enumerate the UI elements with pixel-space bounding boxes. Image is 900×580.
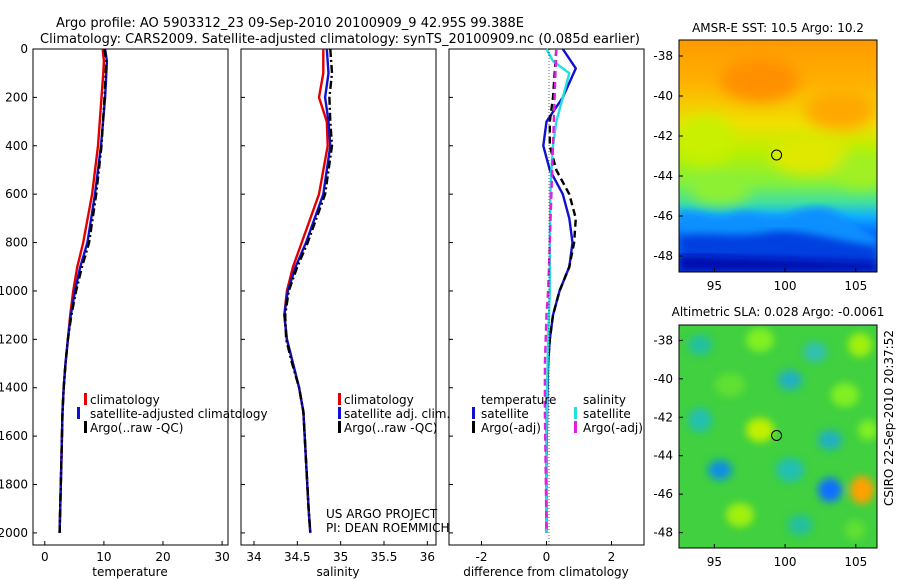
axes-ticks: 0 10 20 30020040060080010001200140016001800…: [0, 42, 615, 564]
map-y-tick-label: -48: [653, 249, 673, 263]
y-tick-label: 1400: [0, 381, 28, 395]
map-y-tick-label: -48: [653, 526, 673, 540]
satellite-adj-clim--line: [283, 48, 332, 533]
x-tick-label: 34: [246, 550, 261, 564]
temperature-axes: [32, 48, 229, 546]
legend-sat-adj: satellite adj. clim.: [344, 407, 450, 421]
argo-location-marker: [771, 430, 783, 441]
legend-swatch-blue: [472, 407, 475, 419]
sla-heatmap: [679, 325, 877, 548]
map-x-tick-label: 100: [774, 555, 797, 569]
sst-heatmap: [679, 40, 877, 272]
argo-raw-qc--line: [58, 48, 108, 533]
y-tick-label: 600: [5, 187, 28, 201]
y-tick-label: 1000: [0, 284, 28, 298]
legend-group-salinity: salinity: [583, 393, 626, 407]
x-tick-label: -2: [476, 550, 488, 564]
argo-location-marker: [771, 149, 783, 161]
map-y-tick-label: -40: [653, 89, 673, 103]
map-y-tick-label: -44: [653, 449, 673, 463]
legend-swatch-red: [338, 393, 341, 405]
legend-argo: Argo(..raw -QC): [344, 421, 437, 435]
map-x-tick-label: 105: [844, 279, 867, 293]
timestamp-side-label: CSIRO 22-Sep-2010 20:37:52: [882, 330, 896, 506]
y-tick-label: 1800: [0, 478, 28, 492]
x-tick-label: 34.5: [284, 550, 311, 564]
y-tick-label: 0: [20, 42, 28, 56]
map-x-tick-label: 100: [774, 279, 797, 293]
map-axes-ticks: -38 -40 -42 -44 -46 -48 95 100 105 -38 -40 -42 -44 -4…: [653, 49, 867, 569]
x-tick-label: 35: [333, 550, 348, 564]
x-tick-label: 35.5: [371, 550, 398, 564]
sla-map-title: Altimetric SLA: 0.028 Argo: -0.0061: [672, 305, 885, 319]
argo-raw-qc--line: [284, 48, 334, 533]
map-y-tick-label: -44: [653, 169, 673, 183]
legend-sal-argo: Argo(-adj): [583, 421, 643, 435]
x-tick-label: 0: [543, 550, 551, 564]
legend-climatology: climatology: [344, 393, 414, 407]
x-tick-label: 2: [608, 550, 616, 564]
legend-group-temperature: temperature: [481, 393, 556, 407]
y-tick-label: 1600: [0, 429, 28, 443]
sst-map-title: AMSR-E SST: 10.5 Argo: 10.2: [692, 21, 864, 35]
legend-swatch-black: [84, 421, 87, 433]
y-tick-label: 2000: [0, 526, 28, 540]
map-x-tick-label: 95: [707, 555, 722, 569]
legend-temp-satellite: satellite: [481, 407, 529, 421]
x-tick-label: 30: [214, 550, 229, 564]
legend-swatch-magenta: [574, 421, 577, 433]
sst-map-frame: [678, 39, 878, 273]
legend-temp-argo: Argo(-adj): [481, 421, 541, 435]
salinity-axes: [240, 48, 437, 546]
temperature-legend: climatology satellite-adjusted climatolo…: [77, 393, 268, 435]
salinity-argo-adj--line: [543, 48, 558, 533]
legend-argo: Argo(..raw -QC): [90, 421, 183, 435]
legend-swatch-cyan: [574, 407, 577, 419]
map-y-tick-label: -42: [653, 410, 673, 424]
y-tick-label: 1200: [0, 332, 28, 346]
legend-climatology: climatology: [90, 393, 160, 407]
salinity-legend: climatology satellite adj. clim. Argo(..…: [338, 393, 450, 435]
y-tick-label: 200: [5, 90, 28, 104]
profile-lines: [58, 48, 577, 533]
credit-line1: US ARGO PROJECT: [326, 507, 438, 521]
legend-swatch-blue: [77, 407, 80, 419]
map-y-tick-label: -42: [653, 129, 673, 143]
map-y-tick-label: -38: [653, 49, 673, 63]
salinity-xlabel: salinity: [316, 565, 359, 579]
legend-swatch-black: [472, 421, 475, 433]
map-x-tick-label: 105: [844, 555, 867, 569]
difference-legend: temperature satellite Argo(-adj) salinit…: [472, 393, 643, 435]
map-y-tick-label: -46: [653, 487, 673, 501]
x-tick-label: 20: [155, 550, 170, 564]
temperature-xlabel: temperature: [92, 565, 167, 579]
credit-line2: PI: DEAN ROEMMICH: [326, 521, 449, 535]
map-y-tick-label: -38: [653, 333, 673, 347]
legend-swatch-black: [338, 421, 341, 433]
figure-title-line2: Climatology: CARS2009. Satellite-adjuste…: [40, 32, 640, 47]
y-tick-label: 800: [5, 236, 28, 250]
legend-sat-adjusted: satellite-adjusted climatology: [90, 407, 268, 421]
y-tick-label: 400: [5, 139, 28, 153]
figure-title-line1: Argo profile: AO 5903312_23 09-Sep-2010 …: [56, 16, 524, 31]
legend-swatch-red: [84, 393, 87, 405]
map-x-tick-label: 95: [707, 279, 722, 293]
legend-sal-satellite: satellite: [583, 407, 631, 421]
legend-swatch-blue: [338, 407, 341, 419]
sla-map-frame: [678, 324, 878, 549]
map-y-tick-label: -40: [653, 372, 673, 386]
x-tick-label: 0: [41, 550, 49, 564]
map-y-tick-label: -46: [653, 209, 673, 223]
difference-xlabel: difference from climatology: [463, 565, 629, 579]
climatology-line: [58, 48, 106, 533]
x-tick-label: 36: [420, 550, 435, 564]
x-tick-label: 10: [96, 550, 111, 564]
